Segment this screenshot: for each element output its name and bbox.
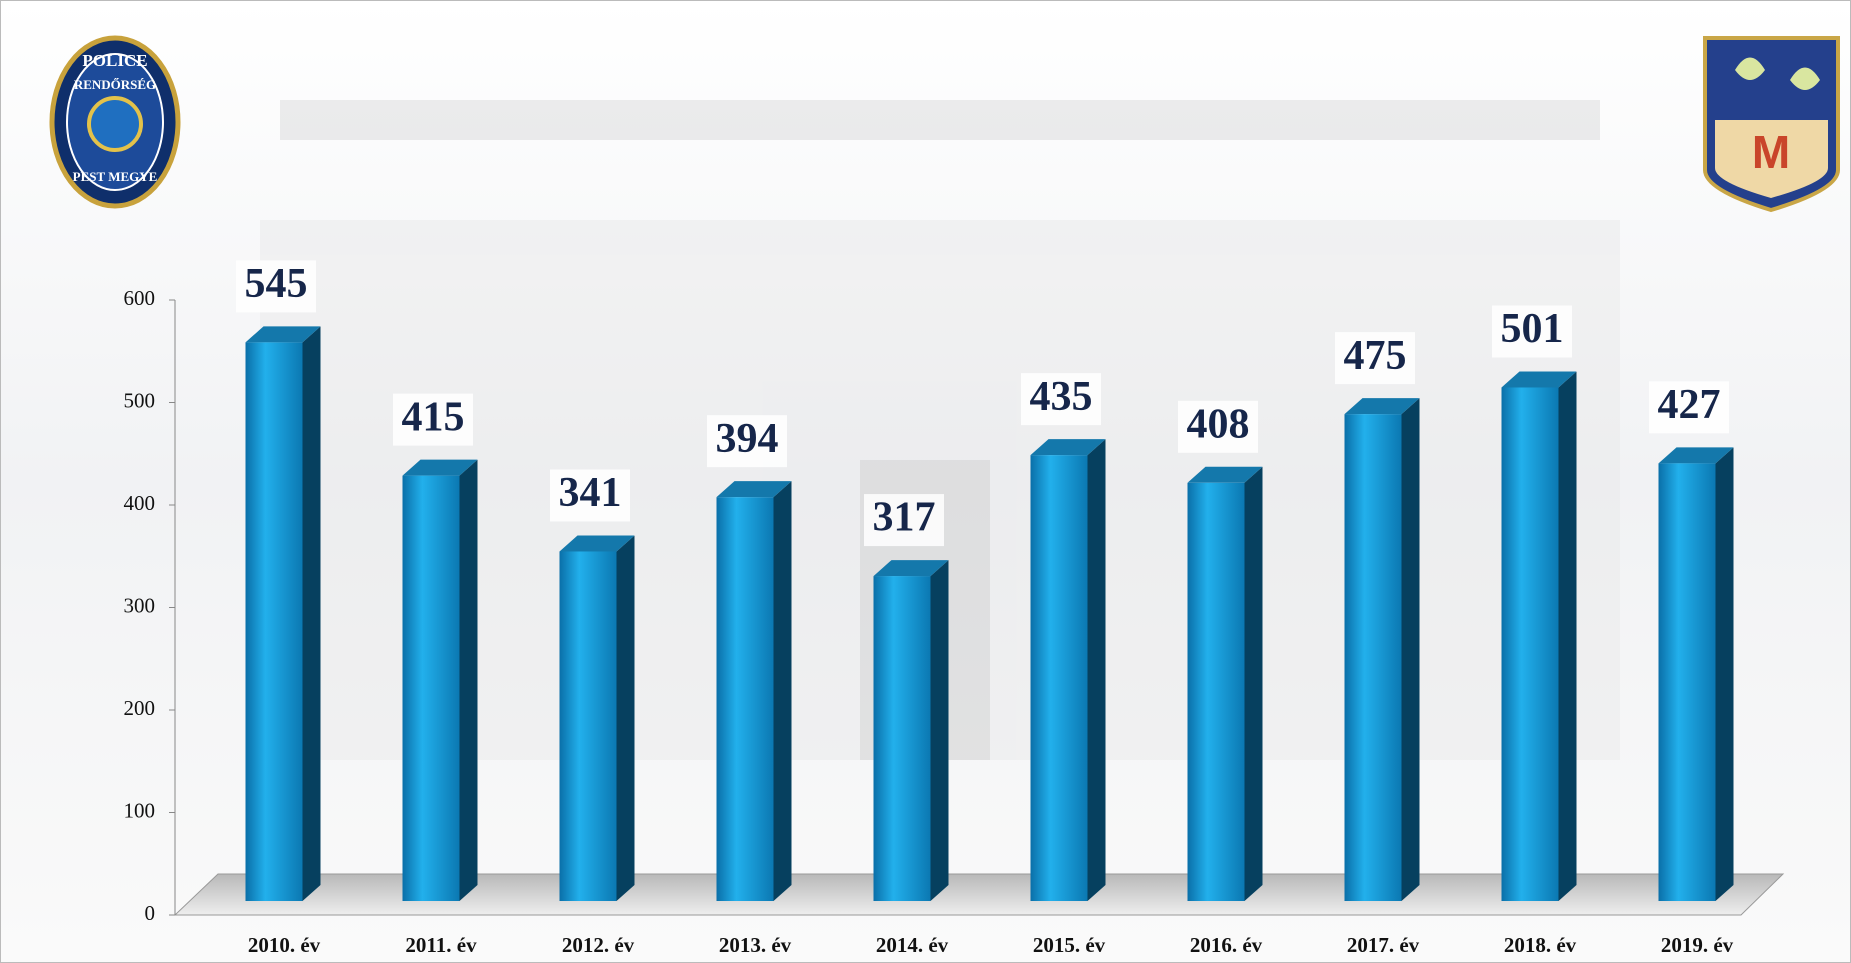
x-tick-label: 2013. év (719, 933, 792, 957)
value-label: 427 (1658, 382, 1721, 428)
bar-top (245, 326, 321, 343)
bar-side (1715, 447, 1734, 901)
bar-side (1401, 398, 1420, 901)
bar (1344, 414, 1402, 901)
value-label-bg (550, 469, 630, 522)
value-label: 408 (1187, 401, 1250, 447)
bar-top (1187, 466, 1263, 483)
bar-top (716, 481, 792, 498)
y-tick-label: 200 (124, 696, 156, 720)
bar (1501, 387, 1559, 902)
badge-bottom: PEST MEGYE (73, 169, 158, 184)
bar-top (559, 535, 635, 552)
bar-side (1558, 371, 1577, 902)
x-tick-label: 2010. év (248, 933, 321, 957)
bar-side (930, 560, 949, 901)
value-label: 341 (559, 470, 622, 516)
bar (716, 497, 774, 901)
bar (245, 342, 303, 901)
bar-side (616, 535, 635, 901)
x-tick-label: 2011. év (405, 933, 477, 957)
x-tick-label: 2018. év (1504, 933, 1577, 957)
value-label: 545 (245, 261, 308, 307)
bar (1187, 482, 1245, 901)
bar (1658, 463, 1716, 901)
y-tick-label: 400 (124, 491, 156, 515)
bar-side (1087, 439, 1106, 901)
bar-top (402, 459, 478, 476)
crest: M (1703, 36, 1840, 213)
bar-side (1244, 466, 1263, 901)
value-label-bg (1649, 381, 1729, 434)
x-tick-label: 2019. év (1661, 933, 1734, 957)
bar-side (773, 481, 792, 901)
y-tick-label: 300 (124, 593, 156, 617)
bar-top (1344, 398, 1420, 415)
value-label: 475 (1344, 333, 1407, 379)
value-label-bg (236, 260, 316, 313)
bar (402, 475, 460, 901)
value-label-bg (1335, 332, 1415, 385)
x-tick-label: 2015. év (1033, 933, 1106, 957)
value-label: 501 (1501, 306, 1564, 352)
bar-side (459, 459, 478, 901)
value-label-bg (1178, 400, 1258, 453)
value-label: 415 (402, 394, 465, 440)
x-tick-label: 2017. év (1347, 933, 1420, 957)
value-label-bg (864, 494, 944, 547)
bar (873, 576, 931, 901)
value-label-bg (1021, 373, 1101, 426)
value-label-bg (1492, 305, 1572, 358)
value-label: 435 (1030, 374, 1093, 420)
bar-top (1501, 371, 1577, 388)
badge-top: POLICE (82, 51, 147, 70)
bar-side (302, 326, 321, 901)
value-label-bg (707, 415, 787, 468)
bar-top (1030, 439, 1106, 456)
crest-letter: M (1752, 126, 1790, 178)
value-label: 394 (716, 416, 779, 462)
y-tick-label: 0 (145, 901, 156, 925)
x-tick-label: 2014. év (876, 933, 949, 957)
y-tick-label: 500 (124, 388, 156, 412)
y-tick-label: 100 (124, 798, 156, 822)
bar-top (1658, 447, 1734, 464)
bar-top (873, 560, 949, 577)
bar (559, 551, 617, 901)
badge-middle: RENDŐRSÉG (74, 77, 156, 92)
x-tick-label: 2012. év (562, 933, 635, 957)
y-tick-label: 600 (124, 286, 156, 310)
value-label: 317 (873, 495, 936, 541)
value-label-bg (393, 393, 473, 446)
police-badge: POLICE RENDŐRSÉG PEST MEGYE (49, 35, 181, 209)
bar (1030, 455, 1088, 901)
x-tick-label: 2016. év (1190, 933, 1263, 957)
